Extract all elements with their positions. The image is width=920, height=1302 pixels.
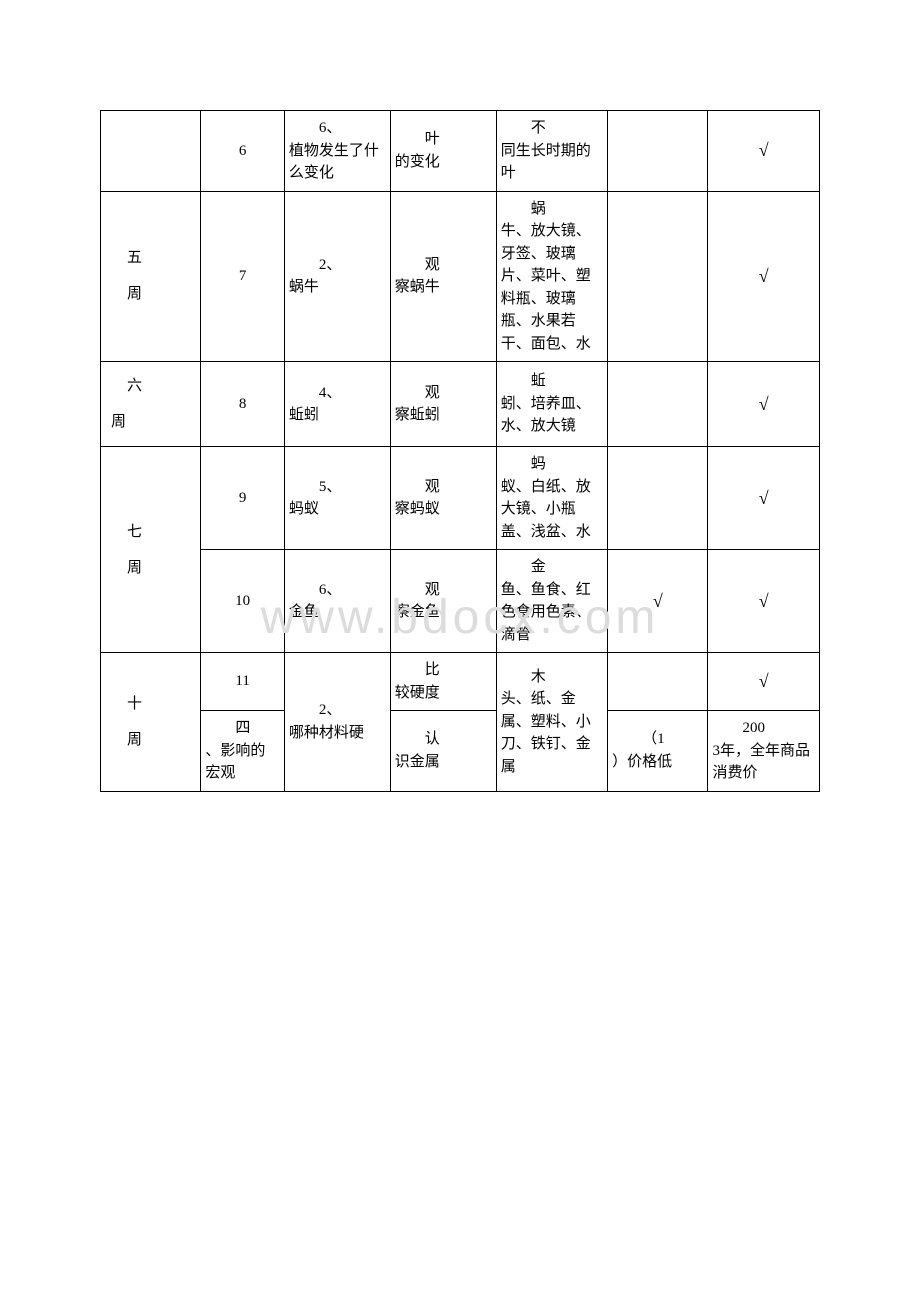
cell-topic: 6、植物发生了什么变化 — [284, 111, 390, 192]
cell-check1 — [608, 191, 708, 362]
cell-check2: √ — [708, 550, 820, 653]
cell-topic: 5、蚂蚁 — [284, 447, 390, 550]
cell-activity: 叶的变化 — [390, 111, 496, 192]
cell-check2: 2003年，全年商品消费价 — [708, 711, 820, 792]
cell-num: 8 — [201, 362, 285, 447]
table-row: 6 6、植物发生了什么变化 叶的变化 不同生长时期的叶 √ — [101, 111, 820, 192]
cell-week: 七周 — [101, 447, 201, 653]
cell-topic: 6、金鱼 — [284, 550, 390, 653]
cell-materials: 木头、纸、金属、塑料、小刀、铁钉、金属 — [496, 653, 607, 792]
schedule-table: 6 6、植物发生了什么变化 叶的变化 不同生长时期的叶 √ 五周 7 2、蜗牛 … — [100, 110, 820, 792]
cell-materials: 不同生长时期的叶 — [496, 111, 607, 192]
table-row: 七周 9 5、蚂蚁 观察蚂蚁 蚂蚁、白纸、放大镜、小瓶盖、浅盆、水 √ — [101, 447, 820, 550]
cell-activity: 观察蜗牛 — [390, 191, 496, 362]
table-row: 六周 8 4、蚯蚓 观察蚯蚓 蚯蚓、培养皿、水、放大镜 √ — [101, 362, 820, 447]
cell-materials: 金鱼、鱼食、红色食用色素、滴管 — [496, 550, 607, 653]
cell-num: 7 — [201, 191, 285, 362]
cell-check1: （1）价格低 — [608, 711, 708, 792]
cell-week: 六周 — [101, 362, 201, 447]
cell-check2: √ — [708, 191, 820, 362]
cell-week: 十周 — [101, 653, 201, 792]
cell-check1 — [608, 653, 708, 711]
cell-check2: √ — [708, 653, 820, 711]
cell-check2: √ — [708, 111, 820, 192]
cell-check2: √ — [708, 362, 820, 447]
cell-num: 6 — [201, 111, 285, 192]
cell-topic: 2、哪种材料硬 — [284, 653, 390, 792]
cell-week: 五周 — [101, 191, 201, 362]
cell-num: 9 — [201, 447, 285, 550]
table-row: 十周 11 2、哪种材料硬 比较硬度 木头、纸、金属、塑料、小刀、铁钉、金属 √ — [101, 653, 820, 711]
cell-materials: 蜗牛、放大镜、牙签、玻璃片、菜叶、塑料瓶、玻璃瓶、水果若干、面包、水 — [496, 191, 607, 362]
cell-num: 11 — [201, 653, 285, 711]
cell-check2: √ — [708, 447, 820, 550]
cell-activity: 观察蚯蚓 — [390, 362, 496, 447]
cell-num: 10 — [201, 550, 285, 653]
table-row: 四、影响的宏观 认识金属 （1）价格低 2003年，全年商品消费价 — [101, 711, 820, 792]
cell-materials: 蚯蚓、培养皿、水、放大镜 — [496, 362, 607, 447]
cell-num: 四、影响的宏观 — [201, 711, 285, 792]
cell-check1 — [608, 447, 708, 550]
cell-materials: 蚂蚁、白纸、放大镜、小瓶盖、浅盆、水 — [496, 447, 607, 550]
cell-topic: 4、蚯蚓 — [284, 362, 390, 447]
cell-activity: 认识金属 — [390, 711, 496, 792]
cell-activity: 比较硬度 — [390, 653, 496, 711]
cell-activity: 观察金鱼 — [390, 550, 496, 653]
table-row: 五周 7 2、蜗牛 观察蜗牛 蜗牛、放大镜、牙签、玻璃片、菜叶、塑料瓶、玻璃瓶、… — [101, 191, 820, 362]
cell-activity: 观察蚂蚁 — [390, 447, 496, 550]
cell-check1: √ — [608, 550, 708, 653]
cell-check1 — [608, 111, 708, 192]
cell-topic: 2、蜗牛 — [284, 191, 390, 362]
cell-week — [101, 111, 201, 192]
table-row: 10 6、金鱼 观察金鱼 金鱼、鱼食、红色食用色素、滴管 √ √ — [101, 550, 820, 653]
cell-check1 — [608, 362, 708, 447]
